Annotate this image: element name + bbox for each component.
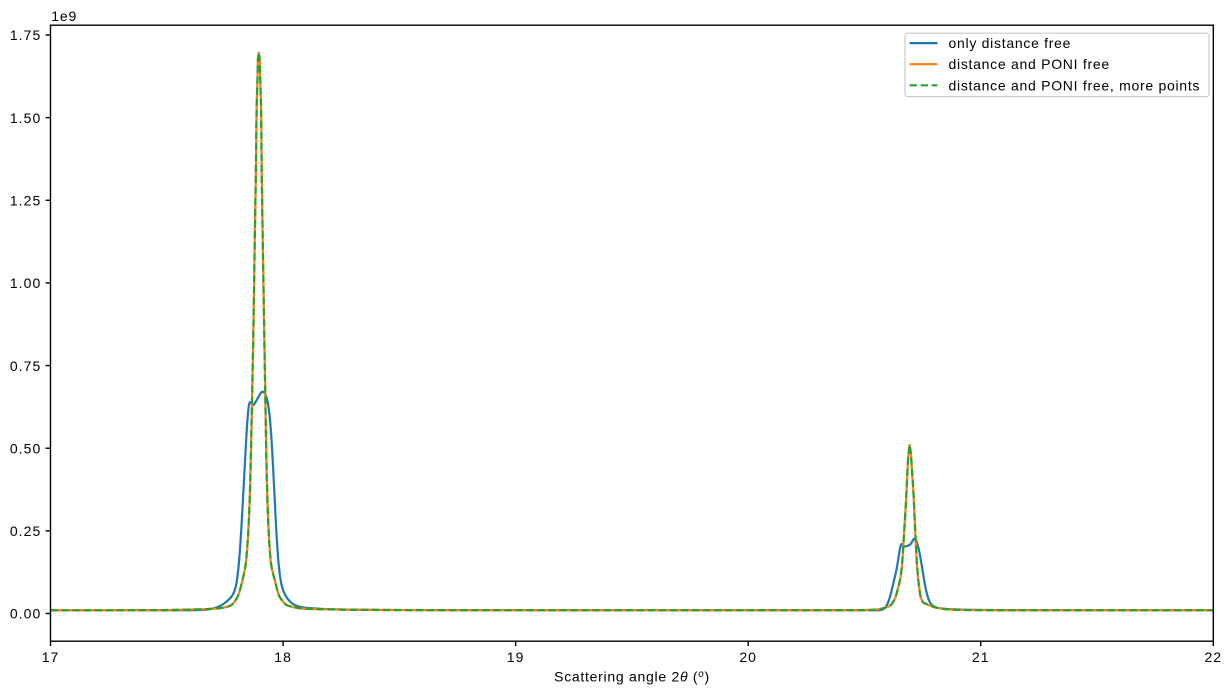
svg-text:0.00: 0.00 bbox=[10, 606, 41, 622]
svg-text:0.75: 0.75 bbox=[10, 358, 41, 374]
svg-text:1.50: 1.50 bbox=[10, 110, 41, 126]
svg-text:distance and PONI free: distance and PONI free bbox=[949, 56, 1110, 72]
svg-text:distance and PONI free, more p: distance and PONI free, more points bbox=[949, 77, 1201, 93]
svg-text:17: 17 bbox=[42, 649, 60, 665]
svg-text:20: 20 bbox=[739, 649, 757, 665]
svg-text:1.25: 1.25 bbox=[10, 192, 41, 208]
svg-text:0.50: 0.50 bbox=[10, 440, 41, 456]
svg-text:18: 18 bbox=[274, 649, 292, 665]
svg-text:Scattering angle 2θ (o): Scattering angle 2θ (o) bbox=[554, 669, 710, 685]
svg-text:19: 19 bbox=[507, 649, 525, 665]
svg-text:0.25: 0.25 bbox=[10, 523, 41, 539]
svg-text:21: 21 bbox=[972, 649, 990, 665]
svg-text:22: 22 bbox=[1204, 649, 1222, 665]
svg-text:1.00: 1.00 bbox=[10, 275, 41, 291]
svg-text:only distance free: only distance free bbox=[949, 35, 1072, 51]
svg-text:1e9: 1e9 bbox=[51, 8, 77, 24]
svg-text:1.75: 1.75 bbox=[10, 27, 41, 43]
